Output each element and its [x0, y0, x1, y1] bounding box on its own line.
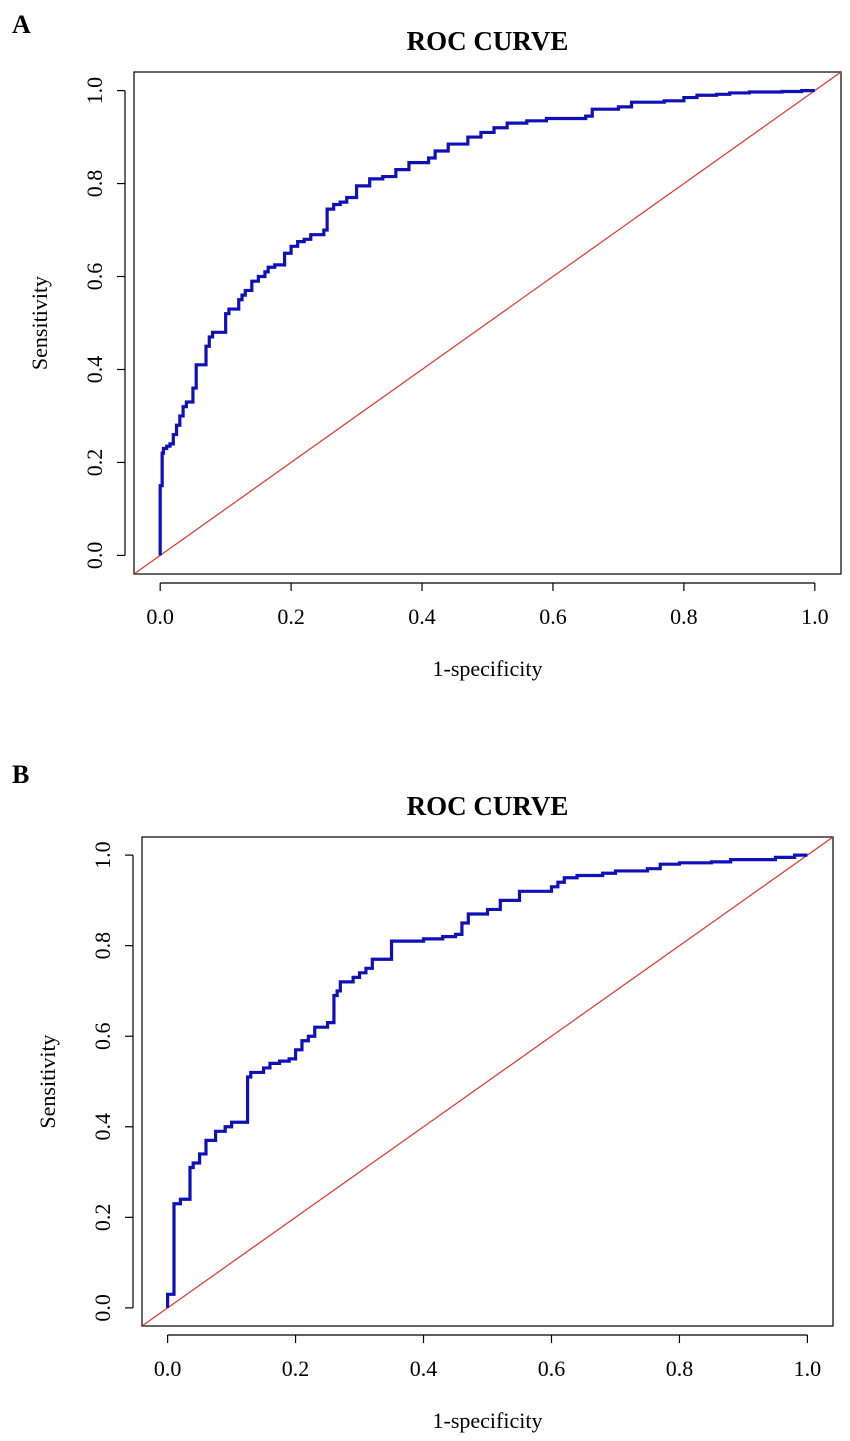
x-tick-label: 1.0 [801, 604, 829, 629]
x-tick-label: 0.2 [282, 1356, 310, 1381]
y-tick-label: 0.2 [90, 1204, 115, 1232]
x-tick-label: 1.0 [794, 1356, 822, 1381]
x-axis-label: 1-specificity [433, 1408, 543, 1433]
y-tick-label: 0.8 [90, 932, 115, 960]
x-tick-label: 0.0 [154, 1356, 182, 1381]
y-tick-label: 0.6 [90, 1022, 115, 1049]
chart-title: ROC CURVE [407, 26, 569, 56]
y-tick-label: 0.0 [90, 1294, 115, 1322]
panel-a: A ROC CURVE 0.0 0.2 0.4 0.6 0.8 1.0 1-specifici… [0, 0, 850, 720]
y-tick-label: 0.2 [82, 449, 107, 477]
x-tick-label: 0.4 [410, 1356, 438, 1381]
plot-frame [133, 71, 842, 575]
y-tick-label: 0.6 [82, 263, 107, 291]
roc-chart-b: ROC CURVE 0.0 0.2 0.4 0.6 0.8 1.0 1-specificity… [35, 791, 834, 1433]
y-tick-label: 0.4 [90, 1113, 115, 1141]
roc-curve-line [158, 88, 815, 556]
x-tick-label: 0.6 [538, 1356, 566, 1381]
panel-b: B ROC CURVE 0.0 0.2 0.4 0.6 0.8 1.0 1-specifici… [0, 750, 850, 1441]
y-tick-label: 1.0 [90, 841, 115, 869]
x-axis-label: 1-specificity [433, 656, 543, 681]
panel-letter-a: A [12, 10, 31, 39]
panel-letter-b: B [12, 760, 30, 789]
y-tick-label: 0.0 [82, 542, 107, 570]
x-tick-label: 0.8 [666, 1356, 694, 1381]
x-tick-label: 0.0 [146, 604, 174, 629]
x-tick-label: 0.2 [277, 604, 305, 629]
y-tick-label: 0.4 [82, 356, 107, 384]
y-tick-label: 1.0 [82, 77, 107, 105]
y-axis-label: Sensitivity [27, 276, 52, 370]
x-tick-label: 0.8 [670, 604, 698, 629]
plot-frame [141, 836, 834, 1327]
chart-title: ROC CURVE [407, 791, 569, 821]
reference-diagonal-line [134, 72, 841, 574]
reference-diagonal-line [142, 837, 833, 1326]
x-tick-label: 0.4 [408, 604, 436, 629]
y-tick-label: 0.8 [82, 170, 107, 198]
roc-curve-line [165, 853, 808, 1308]
y-axis-label: Sensitivity [35, 1034, 60, 1128]
x-tick-label: 0.6 [539, 604, 567, 629]
roc-chart-a: ROC CURVE 0.0 0.2 0.4 0.6 0.8 1.0 1-specificity… [27, 26, 842, 681]
